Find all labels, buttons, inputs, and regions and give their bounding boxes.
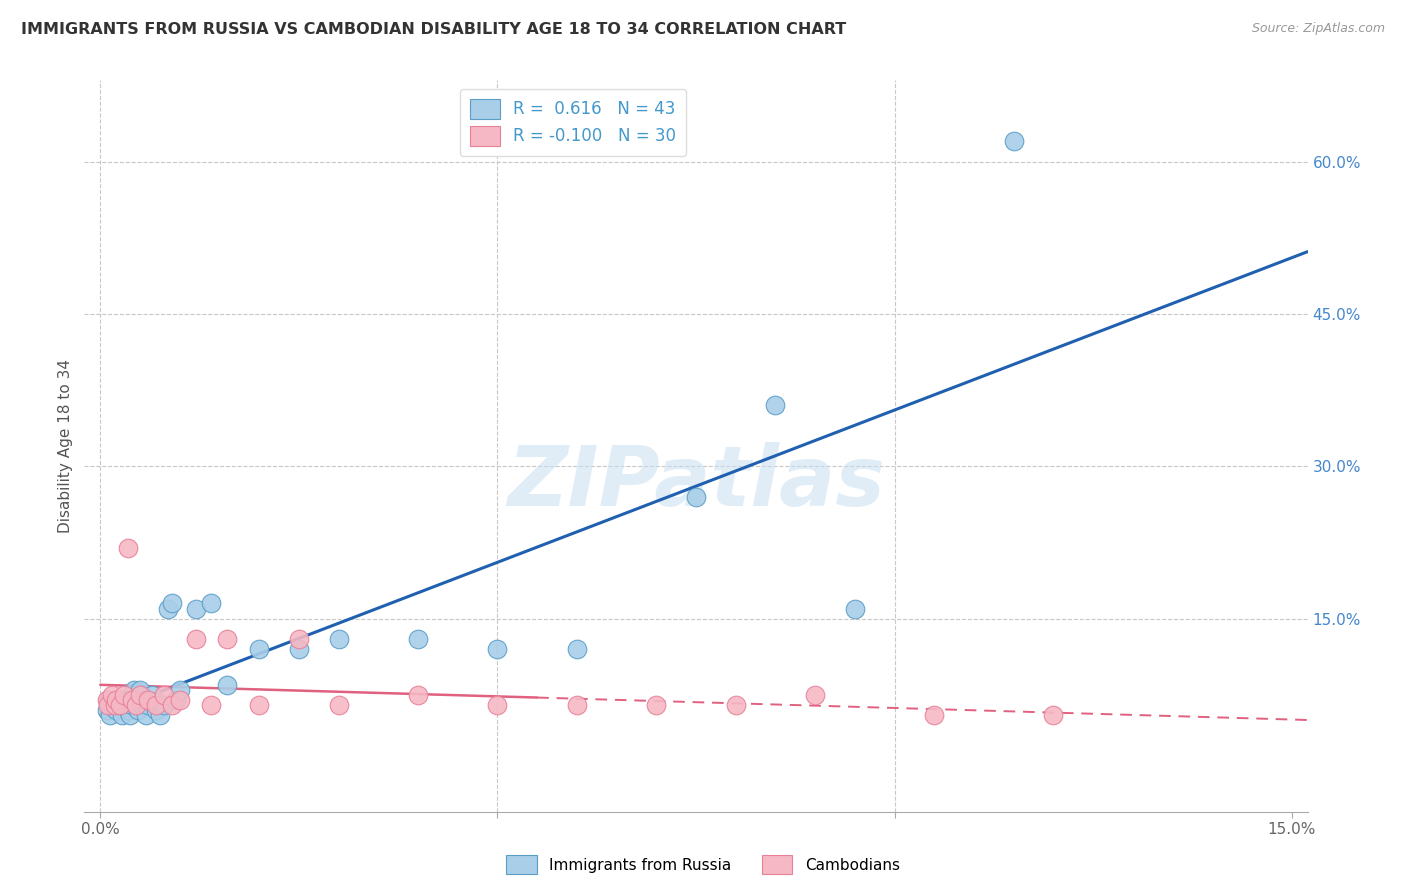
Point [184,601,207,615]
Point [247,642,270,657]
Point [184,632,207,646]
Point [105,703,128,717]
Point [97,693,120,707]
Point [645,698,668,712]
Point [217,632,239,646]
Point [120,708,142,723]
Point [406,632,429,646]
Point [145,703,167,717]
Legend: Immigrants from Russia, Cambodians: Immigrants from Russia, Cambodians [501,849,905,880]
Point [135,708,157,723]
Point [763,398,786,412]
Point [132,693,155,707]
Point [97,698,120,712]
Point [922,708,945,723]
Point [169,682,191,697]
Legend: R =  0.616   N = 43, R = -0.100   N = 30: R = 0.616 N = 43, R = -0.100 N = 30 [460,88,686,156]
Point [165,693,187,707]
Point [141,688,163,702]
Point [565,698,588,712]
Point [1002,134,1025,148]
Text: IMMIGRANTS FROM RUSSIA VS CAMBODIAN DISABILITY AGE 18 TO 34 CORRELATION CHART: IMMIGRANTS FROM RUSSIA VS CAMBODIAN DISA… [21,22,846,37]
Point [149,708,172,723]
Point [136,693,159,707]
Point [121,693,143,707]
Point [127,703,149,717]
Point [131,698,153,712]
Point [169,693,191,707]
Point [103,693,125,707]
Point [288,632,311,646]
Y-axis label: Disability Age 18 to 34: Disability Age 18 to 34 [58,359,73,533]
Point [565,642,588,657]
Point [114,693,136,707]
Point [96,703,118,717]
Point [804,688,827,702]
Point [112,688,135,702]
Point [145,698,167,712]
Point [152,688,174,702]
Point [288,642,311,657]
Point [200,597,222,611]
Point [328,698,350,712]
Point [111,708,134,723]
Point [103,698,125,712]
Point [486,642,509,657]
Point [96,693,118,707]
Point [98,708,121,723]
Point [101,698,124,712]
Point [129,688,152,702]
Point [724,698,747,712]
Point [685,490,707,504]
Point [152,698,174,712]
Point [107,698,129,712]
Point [122,682,145,697]
Point [200,698,222,712]
Point [328,632,350,646]
Point [121,698,143,712]
Point [844,601,866,615]
Point [101,688,124,702]
Point [125,698,148,712]
Point [125,693,148,707]
Point [112,698,135,712]
Point [486,698,509,712]
Point [247,698,270,712]
Point [160,597,183,611]
Text: Source: ZipAtlas.com: Source: ZipAtlas.com [1251,22,1385,36]
Point [217,678,239,692]
Point [406,688,429,702]
Point [117,541,139,555]
Point [156,601,179,615]
Point [117,703,139,717]
Text: ZIPatlas: ZIPatlas [508,442,884,523]
Point [105,693,128,707]
Point [108,693,131,707]
Point [108,698,131,712]
Point [136,698,159,712]
Point [1042,708,1064,723]
Point [129,682,152,697]
Point [160,698,183,712]
